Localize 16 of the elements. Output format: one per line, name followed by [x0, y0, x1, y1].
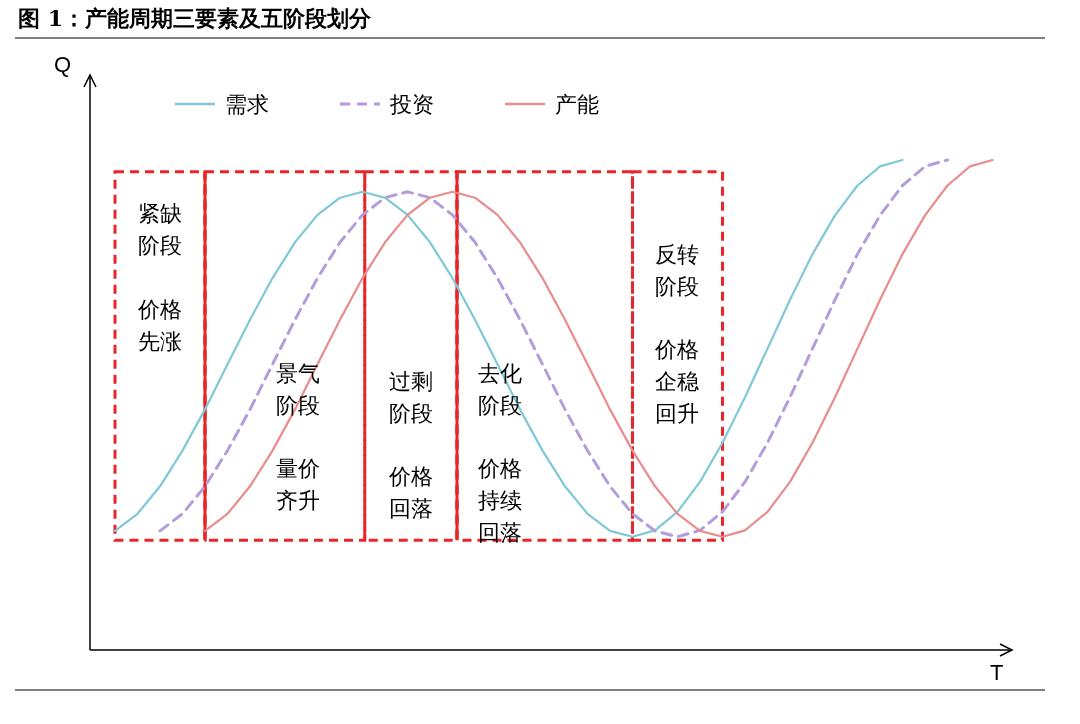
annotation: 过剩阶段	[389, 369, 433, 426]
annotation: 价格先涨	[138, 297, 182, 354]
legend-label: 需求	[225, 92, 269, 117]
legend-label: 产能	[555, 92, 599, 117]
annotation: 价格回落	[389, 464, 433, 521]
ylabel: Q	[54, 52, 72, 77]
annotation: 价格持续回落	[478, 456, 522, 545]
title: 图 1：产能周期三要素及五阶段划分	[18, 5, 371, 31]
legend-label: 投资	[389, 92, 434, 117]
annotation: 价格企稳回升	[655, 337, 699, 426]
xlabel: T	[990, 660, 1004, 685]
annotation: 量价齐升	[276, 456, 320, 513]
annotation: 紧缺阶段	[138, 201, 182, 258]
annotation: 景气阶段	[276, 361, 320, 418]
annotation: 去化阶段	[478, 361, 522, 418]
annotation: 反转阶段	[655, 242, 699, 299]
